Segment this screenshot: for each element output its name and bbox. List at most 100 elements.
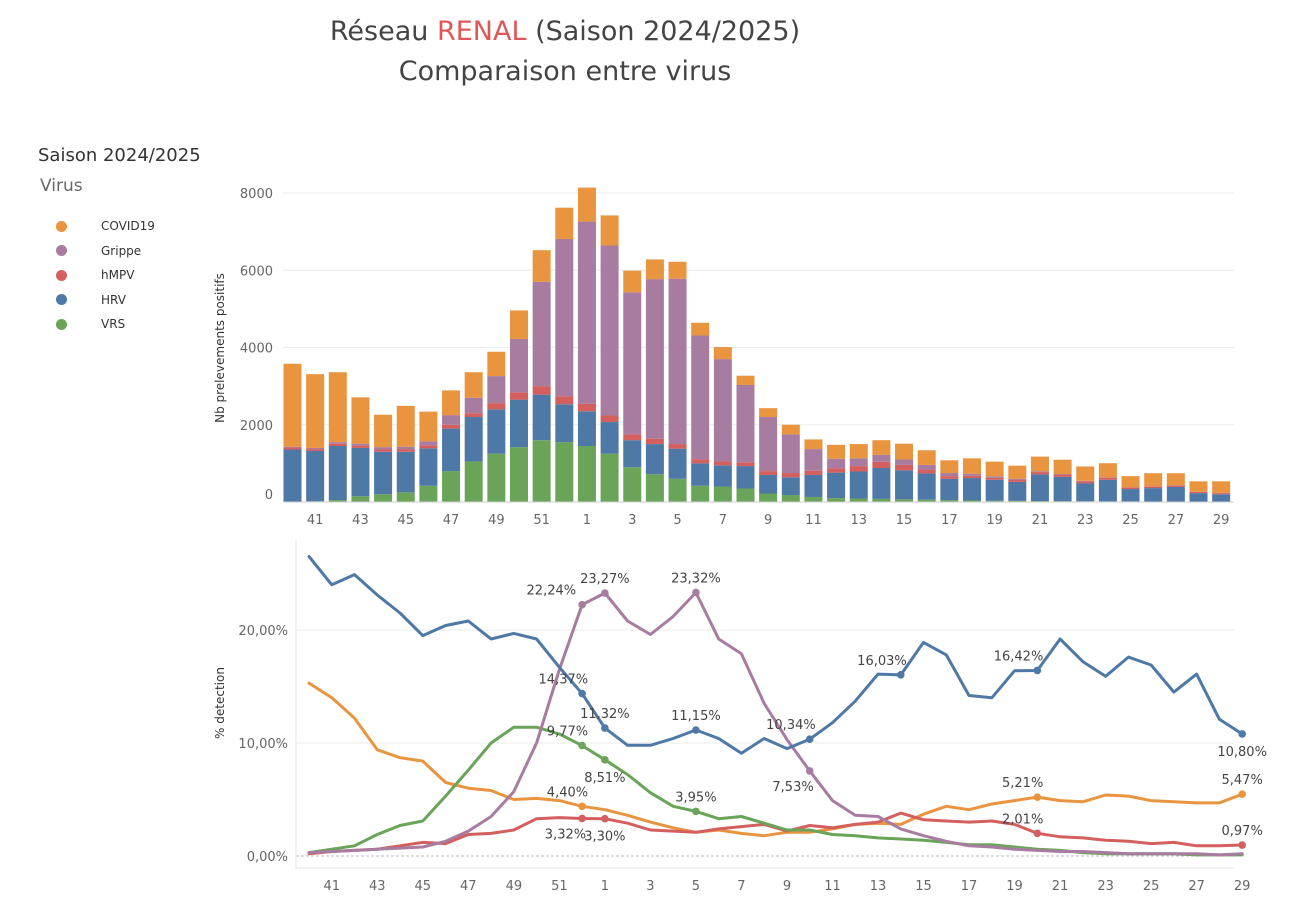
bar-covid19 — [442, 390, 461, 416]
bar-vrs — [442, 471, 461, 502]
bar-grippe — [487, 376, 506, 404]
legend-label: VRS — [101, 317, 126, 331]
bar-hmpv — [577, 403, 596, 412]
bar-grippe — [781, 434, 800, 474]
bar-hmpv — [1166, 485, 1185, 487]
bar-grippe — [1008, 478, 1027, 480]
bar-grippe — [963, 473, 981, 476]
bar-vrs — [510, 447, 528, 502]
bar-hrv — [283, 449, 302, 502]
bar-vrs — [351, 496, 370, 502]
bar-hmpv — [464, 413, 483, 418]
marker-vrs — [692, 807, 700, 816]
bar-hrv — [623, 440, 642, 468]
data-label: 11,15% — [671, 709, 721, 724]
x-tick-label: 45 — [397, 513, 414, 528]
bar-hmpv — [419, 445, 438, 449]
bar-grippe — [555, 238, 574, 397]
bar-covid19 — [306, 374, 325, 448]
bar-hmpv — [827, 468, 846, 473]
bar-grippe — [374, 447, 393, 450]
bar-covid19 — [917, 450, 936, 465]
bar-hmpv — [895, 464, 914, 471]
x-tick-label: 23 — [1097, 879, 1114, 894]
bar-grippe — [306, 447, 325, 450]
bar-covid19 — [577, 187, 596, 222]
bar-vrs — [736, 488, 755, 502]
legend-item-grippe[interactable]: Grippe — [56, 241, 141, 261]
bar-vrs — [827, 498, 846, 502]
bar-hrv — [759, 474, 778, 494]
bar-covid19 — [645, 259, 664, 280]
bar-vrs — [419, 485, 438, 502]
bar-hrv — [532, 394, 551, 441]
line-grippe — [307, 591, 1244, 857]
legend-item-hmpv[interactable]: hMPV — [56, 265, 134, 285]
x-tick-label: 29 — [1213, 513, 1230, 528]
data-label: 23,27% — [580, 572, 630, 587]
bar-vrs — [781, 495, 800, 502]
title-prefix: Réseau — [329, 16, 437, 47]
legend-item-covid19[interactable]: COVID19 — [56, 216, 155, 236]
y-tick-label: 0 — [265, 488, 273, 503]
bar-grippe — [895, 459, 914, 465]
bar-grippe — [759, 417, 778, 472]
bar-grippe — [645, 279, 664, 439]
bar-hmpv — [917, 469, 936, 474]
bar-vrs — [645, 474, 664, 502]
x-tick-label: 41 — [323, 879, 340, 894]
y-tick-label: 10,00% — [238, 737, 288, 752]
bar-hmpv — [668, 444, 687, 449]
bar-hrv — [600, 422, 619, 454]
legend-item-vrs[interactable]: VRS — [56, 314, 125, 334]
title-accent: RENAL — [436, 16, 527, 47]
bar-covid19 — [1212, 481, 1231, 493]
bar-hrv — [736, 466, 755, 489]
bar-hmpv — [759, 471, 778, 475]
x-tick-label: 1 — [601, 879, 609, 894]
marker-covid19 — [1238, 790, 1246, 798]
bar-grippe — [827, 458, 846, 469]
bar-hrv — [1144, 488, 1163, 502]
bar-covid19 — [1076, 466, 1095, 481]
x-tick-label: 19 — [986, 513, 1003, 528]
bar-hmpv — [600, 415, 619, 423]
legend-item-hrv[interactable]: HRV — [56, 290, 126, 310]
bar-grippe — [849, 458, 868, 467]
bar-covid19 — [1144, 473, 1163, 487]
bar-hmpv — [1076, 481, 1095, 484]
bar-hmpv — [1212, 493, 1231, 495]
bar-covid19 — [1166, 473, 1185, 486]
bar-covid19 — [600, 215, 619, 246]
bar-hmpv — [691, 459, 710, 464]
y-tick-label: 4000 — [240, 342, 273, 357]
bar-covid19 — [374, 414, 393, 448]
bar-covid19 — [464, 372, 483, 398]
bar-grippe — [351, 443, 370, 446]
legend-swatch — [56, 294, 67, 305]
x-tick-label: 27 — [1188, 879, 1205, 894]
bar-hrv — [645, 444, 664, 475]
x-tick-label: 45 — [415, 879, 432, 894]
legend-swatch — [56, 318, 67, 330]
bar-covid19 — [895, 443, 914, 460]
bar-hrv — [1098, 479, 1117, 502]
bar-covid19 — [668, 261, 687, 279]
marker-grippe — [601, 589, 609, 597]
bar-grippe — [736, 384, 755, 463]
bar-hrv — [1189, 493, 1208, 502]
bar-hrv — [1030, 474, 1049, 502]
bar-hrv — [781, 477, 800, 496]
legend-label: HRV — [101, 292, 126, 307]
bar-covid19 — [623, 270, 642, 293]
bar-covid19 — [827, 444, 846, 459]
data-label: 16,03% — [857, 654, 907, 669]
bar-grippe — [985, 476, 1004, 478]
bar-covid19 — [328, 372, 347, 443]
x-tick-label: 13 — [850, 513, 867, 528]
bar-vrs — [532, 440, 551, 502]
bar-grippe — [442, 415, 461, 425]
bar-grippe — [328, 442, 347, 444]
bar-hmpv — [1144, 486, 1163, 489]
x-tick-label: 17 — [941, 513, 958, 528]
